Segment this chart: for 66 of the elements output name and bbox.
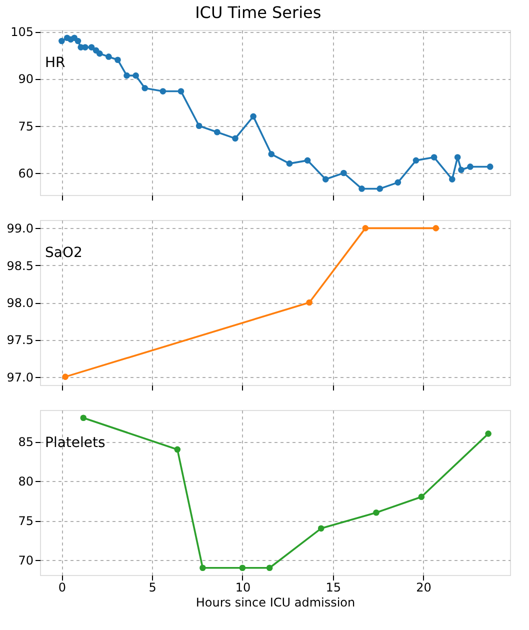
y-tick-label: 85 <box>18 435 34 450</box>
point <box>394 179 402 186</box>
x-tick-label: 15 <box>326 580 341 594</box>
point <box>430 154 438 160</box>
point <box>200 564 206 572</box>
point <box>124 72 130 79</box>
point <box>80 414 87 422</box>
point <box>74 38 82 44</box>
point <box>106 54 112 60</box>
point <box>58 38 65 44</box>
y-tick-label: 75 <box>18 119 34 134</box>
point <box>467 164 474 170</box>
point <box>362 225 369 232</box>
point <box>458 166 464 174</box>
point <box>358 186 365 192</box>
point <box>268 150 275 158</box>
point <box>132 72 139 79</box>
text: SaO2 <box>45 245 82 261</box>
y-tick-label: 80 <box>18 474 34 489</box>
series-label: Platelets <box>45 435 106 451</box>
point <box>448 176 456 182</box>
point <box>373 509 380 516</box>
point <box>304 157 311 164</box>
y-tick-label: 98.5 <box>6 258 34 273</box>
y-tick-label: 105 <box>10 25 34 40</box>
point <box>418 494 425 500</box>
x-tick-label: 20 <box>416 580 432 594</box>
point <box>62 374 68 380</box>
x-tick-label: 10 <box>235 580 251 594</box>
point <box>239 564 246 572</box>
y-tick-label: 60 <box>18 166 34 180</box>
chart-title: ICU Time Series <box>195 3 322 22</box>
point <box>318 525 324 532</box>
point <box>88 44 95 50</box>
x-axis-title: Hours since ICU admission <box>196 596 356 610</box>
point <box>322 176 329 182</box>
point <box>485 430 492 437</box>
y-tick-label: 98.0 <box>6 296 34 310</box>
y-tick-label: 70 <box>18 554 34 568</box>
point <box>178 88 184 94</box>
point <box>160 88 166 94</box>
point <box>96 50 103 57</box>
x-tick-label: 0 <box>58 580 66 594</box>
y-tick-label: 97.0 <box>6 370 34 384</box>
point <box>432 225 440 232</box>
point <box>286 160 293 167</box>
point <box>376 186 384 192</box>
x-tick-label: 5 <box>148 580 156 594</box>
y-tick-label: 97.5 <box>6 333 34 348</box>
point <box>266 564 273 572</box>
point <box>412 157 420 164</box>
y-tick-label: 75 <box>18 514 34 528</box>
point <box>232 135 238 142</box>
point <box>196 122 202 130</box>
point <box>250 113 256 120</box>
series-label: HR <box>45 55 66 71</box>
y-tick-label: 90 <box>18 72 34 86</box>
point <box>454 154 461 160</box>
point <box>142 84 148 92</box>
point <box>306 299 313 306</box>
point <box>114 56 121 64</box>
point <box>340 170 347 176</box>
point <box>214 128 220 136</box>
point <box>174 446 181 453</box>
point <box>486 164 494 170</box>
y-tick-label: 99.0 <box>6 222 34 236</box>
